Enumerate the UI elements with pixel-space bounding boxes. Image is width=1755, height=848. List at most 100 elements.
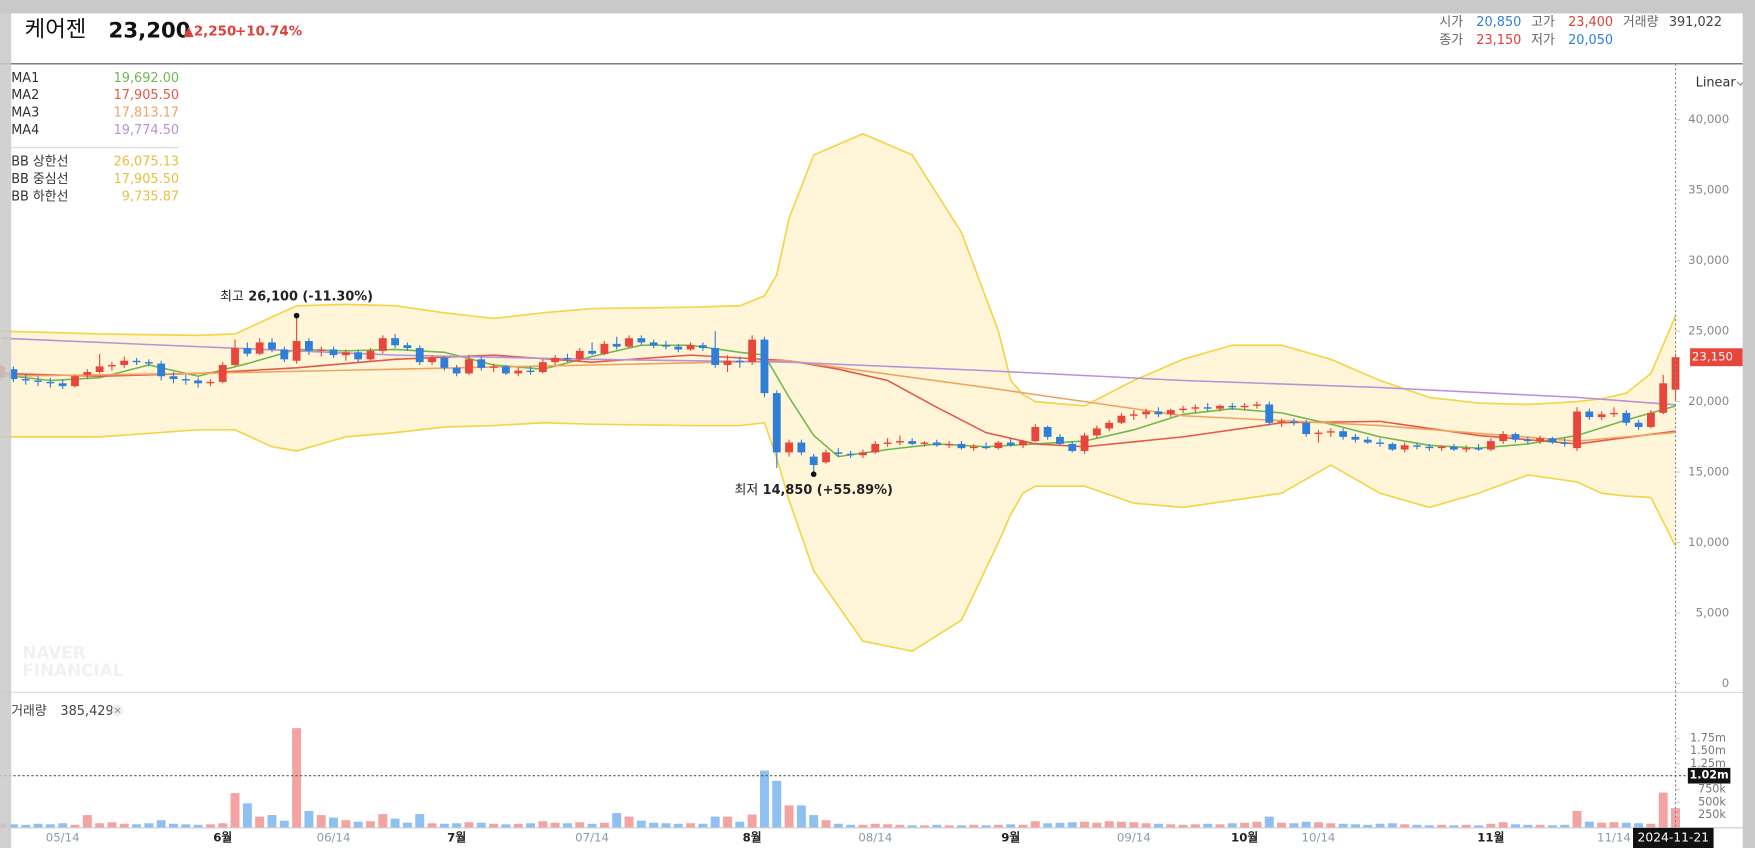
scale-label[interactable]: Linear: [1696, 75, 1737, 90]
volume-layer: [0, 728, 1681, 828]
frame: [0, 0, 1755, 14]
watermark-text: NAVER: [22, 642, 85, 662]
candle-body: [834, 452, 843, 454]
close-icon[interactable]: [114, 707, 121, 714]
volume-bar: [1129, 822, 1139, 828]
watermark: NAVER FINANCIAL: [22, 642, 123, 680]
overlay-layer: 2024-11-21 최고 26,100 (-11.30%) 최저 14,850 (+5…: [0, 289, 1743, 848]
volume-bar: [144, 823, 154, 828]
volume-bar: [538, 821, 548, 828]
volume-legend: 거래량 385,429: [11, 704, 124, 719]
stat-value: 23,150: [1476, 33, 1521, 48]
crosshair-date: 2024-11-21: [1638, 830, 1709, 844]
header: 케어젠 23,200 ▲2,250 +10.74% 시가 20,850 고가 2…: [25, 15, 1722, 48]
candle-body: [809, 456, 818, 466]
legend-name: MA1: [11, 71, 39, 86]
candle-body: [1031, 426, 1040, 442]
candle-body: [21, 379, 30, 381]
candle-body: [329, 349, 338, 356]
candle-body: [1462, 448, 1471, 450]
volume-bar: [1166, 824, 1176, 828]
volume-bar: [181, 824, 191, 828]
candle-body: [957, 443, 966, 449]
volume-bar: [636, 820, 646, 828]
volume-bar: [1289, 823, 1299, 828]
candle-body: [711, 348, 720, 365]
volume-bar: [21, 824, 31, 828]
x-tick-label: 8월: [743, 830, 762, 844]
x-tick-label: 08/14: [858, 830, 892, 844]
volume-bar: [1080, 821, 1090, 828]
y-tick-label: 20,000: [1688, 394, 1729, 408]
candle-body: [982, 446, 990, 449]
x-tick-label: 05/14: [46, 830, 80, 844]
volume-legend-value: 385,429: [60, 704, 113, 719]
volume-bar: [439, 823, 449, 828]
volume-bar: [1461, 824, 1471, 828]
volume-bar: [1671, 808, 1681, 828]
candle-body: [969, 446, 978, 449]
volume-bar: [1437, 824, 1447, 828]
candle-body: [1363, 439, 1372, 443]
candle-body: [1511, 434, 1520, 440]
x-tick-label: 9월: [1001, 830, 1020, 844]
candle-body: [797, 442, 806, 453]
volume-bar: [1560, 824, 1570, 828]
candle-body: [58, 383, 67, 387]
volume-bar: [132, 824, 142, 828]
volume-bar: [1178, 824, 1188, 828]
candle-body: [1560, 442, 1569, 444]
candle-body: [662, 345, 670, 347]
volume-bar: [575, 822, 585, 828]
volume-bar: [1584, 821, 1594, 828]
crosshair-value: 1.02m: [1689, 769, 1728, 782]
candle-body: [772, 393, 781, 453]
volume-bar: [1597, 822, 1607, 828]
volume-bar: [1153, 823, 1163, 828]
volume-bar: [205, 824, 215, 828]
candle-body: [1203, 407, 1212, 409]
volume-bar: [415, 814, 425, 828]
legend-value: 17,813.17: [114, 105, 179, 120]
x-tick-label: 11월: [1477, 830, 1504, 844]
y2-tick-label: 1.50m: [1690, 744, 1726, 757]
candle-body: [1216, 405, 1224, 409]
candle-body: [1068, 443, 1077, 451]
candle-body: [1486, 441, 1495, 450]
volume-bar: [858, 824, 868, 828]
candle-body: [1289, 421, 1298, 423]
candle-body: [908, 441, 917, 444]
candle-body: [465, 359, 473, 374]
x-tick-label: 11/14: [1597, 830, 1631, 844]
volume-bar: [907, 825, 917, 828]
candle-body: [403, 345, 412, 349]
volume-bar: [710, 816, 720, 828]
volume-bar: [1326, 823, 1336, 828]
volume-bar: [230, 793, 240, 828]
candle-body: [1166, 410, 1175, 415]
frame: [0, 0, 12, 848]
candle-body: [391, 338, 400, 346]
volume-bar: [489, 823, 499, 828]
volume-bar: [341, 820, 351, 828]
candle-body: [1043, 426, 1052, 437]
legend-value: 17,905.50: [114, 172, 179, 187]
candle-body: [871, 443, 880, 453]
volume-bar: [8, 824, 18, 828]
candle-body: [1314, 432, 1323, 435]
candle-body: [95, 366, 104, 373]
volume-bar: [550, 822, 560, 828]
candle-body: [1634, 422, 1643, 427]
candle-body: [489, 366, 498, 368]
volume-bar: [1067, 822, 1077, 828]
annotation-text: 26,100 (-11.30%): [248, 289, 373, 304]
volume-bar: [107, 822, 117, 828]
volume-bar: [1043, 823, 1053, 828]
volume-bar: [193, 824, 203, 828]
volume-bar: [501, 824, 511, 828]
crosshair-value-box: [1687, 767, 1731, 784]
candle-body: [231, 348, 239, 365]
change: ▲2,250: [184, 24, 237, 39]
candle-body: [1597, 414, 1606, 418]
